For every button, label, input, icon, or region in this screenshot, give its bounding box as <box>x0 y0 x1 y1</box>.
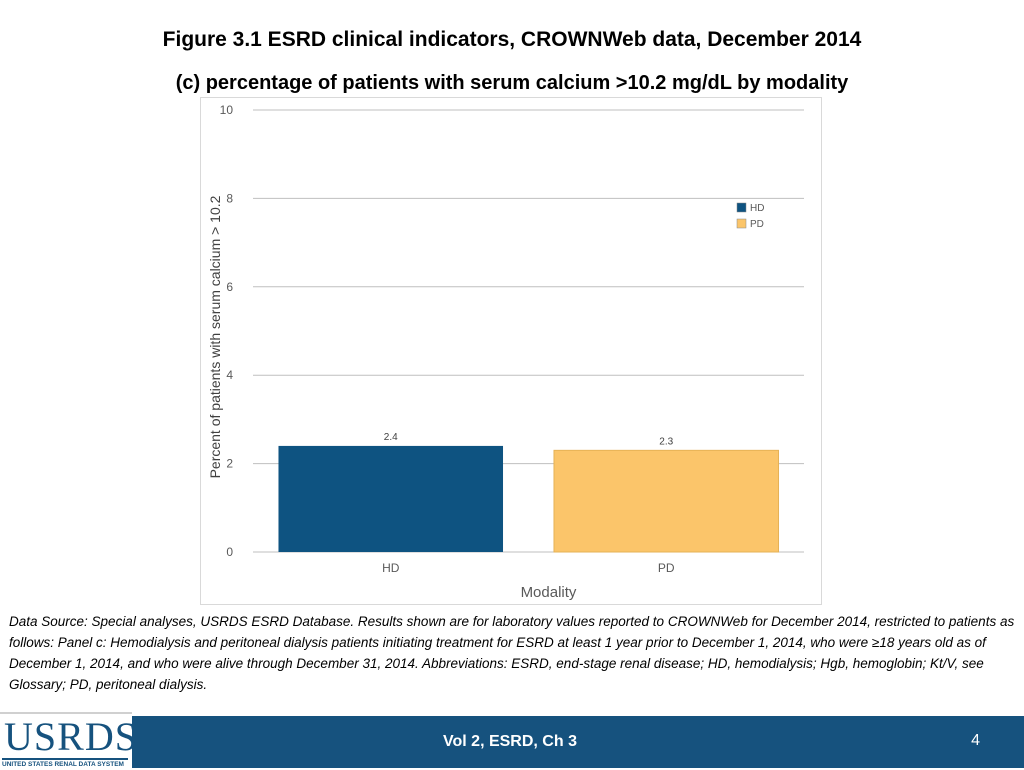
data-label-hd: 2.4 <box>384 432 398 443</box>
x-axis-title: Modality <box>521 584 577 601</box>
y-tick-label-0: 0 <box>226 545 233 559</box>
legend-label-hd: HD <box>750 203 764 214</box>
logo-underline <box>2 758 128 760</box>
figure-subtitle: (c) percentage of patients with serum ca… <box>175 72 849 94</box>
logo-subtitle: UNITED STATES RENAL DATA SYSTEM <box>2 761 124 768</box>
data-label-pd: 2.3 <box>659 436 673 447</box>
y-tick-label-2: 2 <box>226 457 233 471</box>
logo-wordmark: USRDS <box>4 714 138 759</box>
legend-swatch-hd <box>736 202 747 213</box>
usrds-logo: USRDS UNITED STATES RENAL DATA SYSTEM <box>0 712 137 770</box>
footer-volume-label: Vol 2, ESRD, Ch 3 <box>443 733 577 750</box>
data-source-footnote: Data Source: Special analyses, USRDS ESR… <box>9 614 1015 692</box>
y-tick-label-6: 6 <box>226 280 233 294</box>
y-tick-label-10: 10 <box>220 103 234 117</box>
legend-label-pd: PD <box>750 219 764 230</box>
footer-bar <box>0 716 1024 768</box>
legend-swatch-pd <box>736 218 747 229</box>
bar-chart: 0 2 4 6 8 10 2.4 HD 2.3 PD Modality Percent of pati… <box>207 103 804 601</box>
bar-pd <box>553 449 780 553</box>
y-tick-label-8: 8 <box>226 191 233 205</box>
chart-container: 0 2 4 6 8 10 2.4 HD 2.3 PD Modality Percent of pati… <box>200 97 822 605</box>
figure-title: Figure 3.1 ESRD clinical indicators, CRO… <box>162 28 862 51</box>
x-tick-label-pd: PD <box>658 561 675 575</box>
page-number: 4 <box>971 732 980 749</box>
y-tick-label-4: 4 <box>226 368 233 382</box>
y-axis-title: Percent of patients with serum calcium >… <box>207 195 223 478</box>
bar-hd <box>278 445 504 552</box>
x-tick-label-hd: HD <box>382 561 400 575</box>
